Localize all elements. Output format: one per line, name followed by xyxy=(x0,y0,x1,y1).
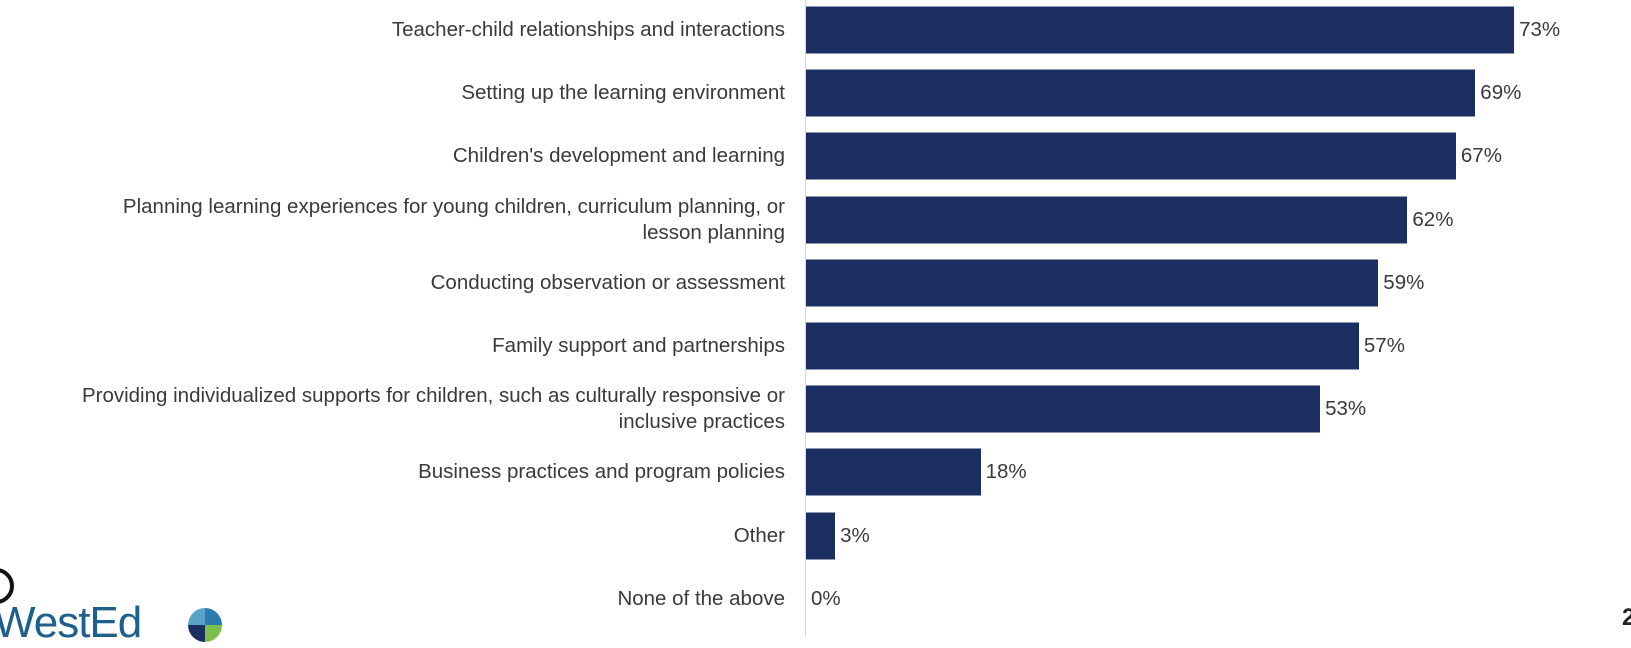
bar xyxy=(806,6,1515,54)
category-label: Business practices and program policies xyxy=(418,460,785,484)
category-label: Planning learning experiences for young … xyxy=(122,194,785,244)
bar xyxy=(806,132,1456,180)
page-number: 2 xyxy=(1622,604,1631,631)
bar xyxy=(806,512,836,560)
data-label: 3% xyxy=(840,523,870,547)
data-label: 73% xyxy=(1519,18,1561,41)
logo: WestEd xyxy=(0,598,142,647)
bar xyxy=(806,448,981,496)
data-label: 57% xyxy=(1363,334,1405,357)
category-label: Other xyxy=(733,523,785,547)
bar xyxy=(806,259,1379,307)
bar xyxy=(806,385,1321,433)
category-label: Setting up the learning environment xyxy=(461,81,785,105)
data-label: 62% xyxy=(1412,207,1454,231)
category-label: Providing individualized supports for ch… xyxy=(81,384,785,434)
bar xyxy=(806,69,1476,117)
data-label: 67% xyxy=(1460,144,1502,168)
category-label: Conducting observation or assessment xyxy=(430,270,785,294)
data-label: 0% xyxy=(811,586,841,610)
bar xyxy=(806,196,1408,244)
data-label: 69% xyxy=(1480,81,1522,105)
category-label: None of the above xyxy=(617,586,785,610)
logo-icon xyxy=(188,608,222,642)
data-label: 59% xyxy=(1383,270,1425,294)
bar xyxy=(806,322,1359,370)
category-label: Children's development and learning xyxy=(452,144,785,168)
data-label: 18% xyxy=(985,460,1027,484)
category-label: Family support and partnerships xyxy=(492,334,785,357)
axis-line xyxy=(805,0,806,637)
category-label: Teacher-child relationships and interact… xyxy=(391,18,785,41)
data-label: 53% xyxy=(1325,397,1367,421)
